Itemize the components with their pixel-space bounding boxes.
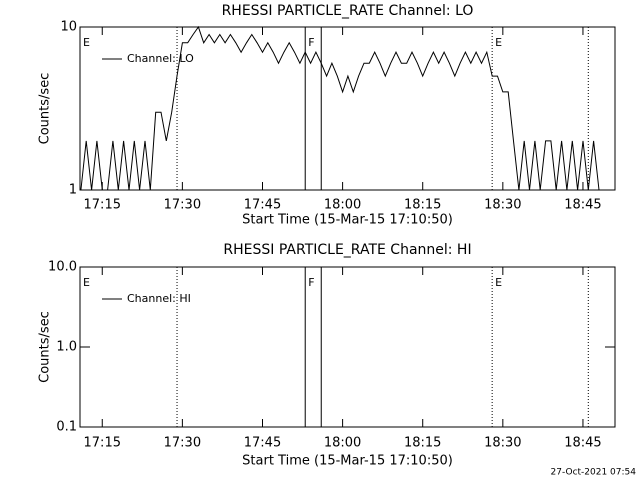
data-line bbox=[80, 25, 600, 191]
event-label: E bbox=[495, 36, 502, 49]
plot-frame bbox=[79, 26, 616, 191]
x-tick-label: 17:15 bbox=[84, 436, 121, 451]
event-label: E bbox=[83, 36, 90, 49]
y-axis-label: Counts/sec bbox=[38, 73, 53, 145]
y-tick-label: 1.0 bbox=[56, 340, 77, 355]
event-label: F bbox=[308, 276, 314, 289]
x-tick-label: 17:30 bbox=[164, 198, 201, 213]
y-tick-label: 10.0 bbox=[48, 260, 77, 275]
x-tick-label: 18:00 bbox=[324, 436, 361, 451]
x-tick-label: 18:30 bbox=[484, 198, 521, 213]
x-tick-label: 18:30 bbox=[484, 436, 521, 451]
x-tick-label: 17:45 bbox=[244, 436, 281, 451]
x-tick-label: 18:15 bbox=[404, 436, 441, 451]
y-tick-label: 1 bbox=[69, 183, 77, 198]
legend-label: Channel: HI bbox=[127, 292, 191, 305]
event-label: E bbox=[495, 276, 502, 289]
x-axis-label: Start Time (15-Mar-15 17:10:50) bbox=[242, 213, 453, 228]
x-tick-label: 18:15 bbox=[404, 198, 441, 213]
y-axis-label: Counts/sec bbox=[38, 311, 53, 383]
chart-title: RHESSI PARTICLE_RATE Channel: LO bbox=[222, 3, 474, 19]
event-label: E bbox=[83, 276, 90, 289]
x-tick-label: 18:45 bbox=[564, 198, 601, 213]
event-label: F bbox=[308, 36, 314, 49]
x-tick-label: 18:45 bbox=[564, 436, 601, 451]
x-tick-label: 18:00 bbox=[324, 198, 361, 213]
x-tick-label: 17:30 bbox=[164, 436, 201, 451]
x-tick-label: 17:15 bbox=[84, 198, 121, 213]
x-tick-label: 17:45 bbox=[244, 198, 281, 213]
y-tick-label: 10 bbox=[60, 20, 77, 35]
legend-label: Channel: LO bbox=[127, 52, 194, 65]
chart-title: RHESSI PARTICLE_RATE Channel: HI bbox=[223, 242, 471, 258]
y-tick-label: 0.1 bbox=[56, 420, 77, 435]
footer: 27-Oct-2021 07:54 bbox=[551, 468, 637, 478]
x-axis-label: Start Time (15-Mar-15 17:10:50) bbox=[242, 454, 453, 469]
